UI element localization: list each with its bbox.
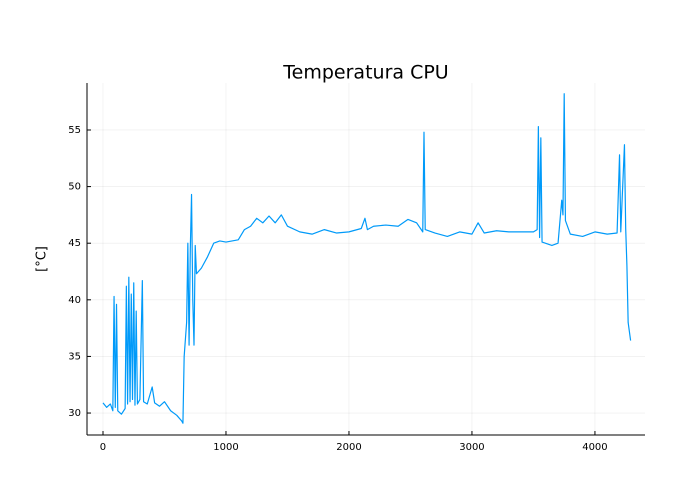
y-tick-label: 35 [68,351,81,362]
y-axis-label: [°C] [35,246,50,272]
data-line [102,93,632,424]
y-tick-label: 50 [68,182,81,193]
x-tick-label: 0 [100,442,106,453]
y-tick-label: 40 [68,295,81,306]
y-tick-label: 45 [68,238,81,249]
y-tick-label: 55 [68,125,81,136]
x-tick-label: 2000 [336,442,361,453]
chart-title: Temperatura CPU [282,62,448,84]
x-tick-label: 3000 [459,442,484,453]
x-tick-label: 1000 [213,442,238,453]
y-tick-label: 30 [68,408,81,419]
x-tick-label: 4000 [582,442,607,453]
